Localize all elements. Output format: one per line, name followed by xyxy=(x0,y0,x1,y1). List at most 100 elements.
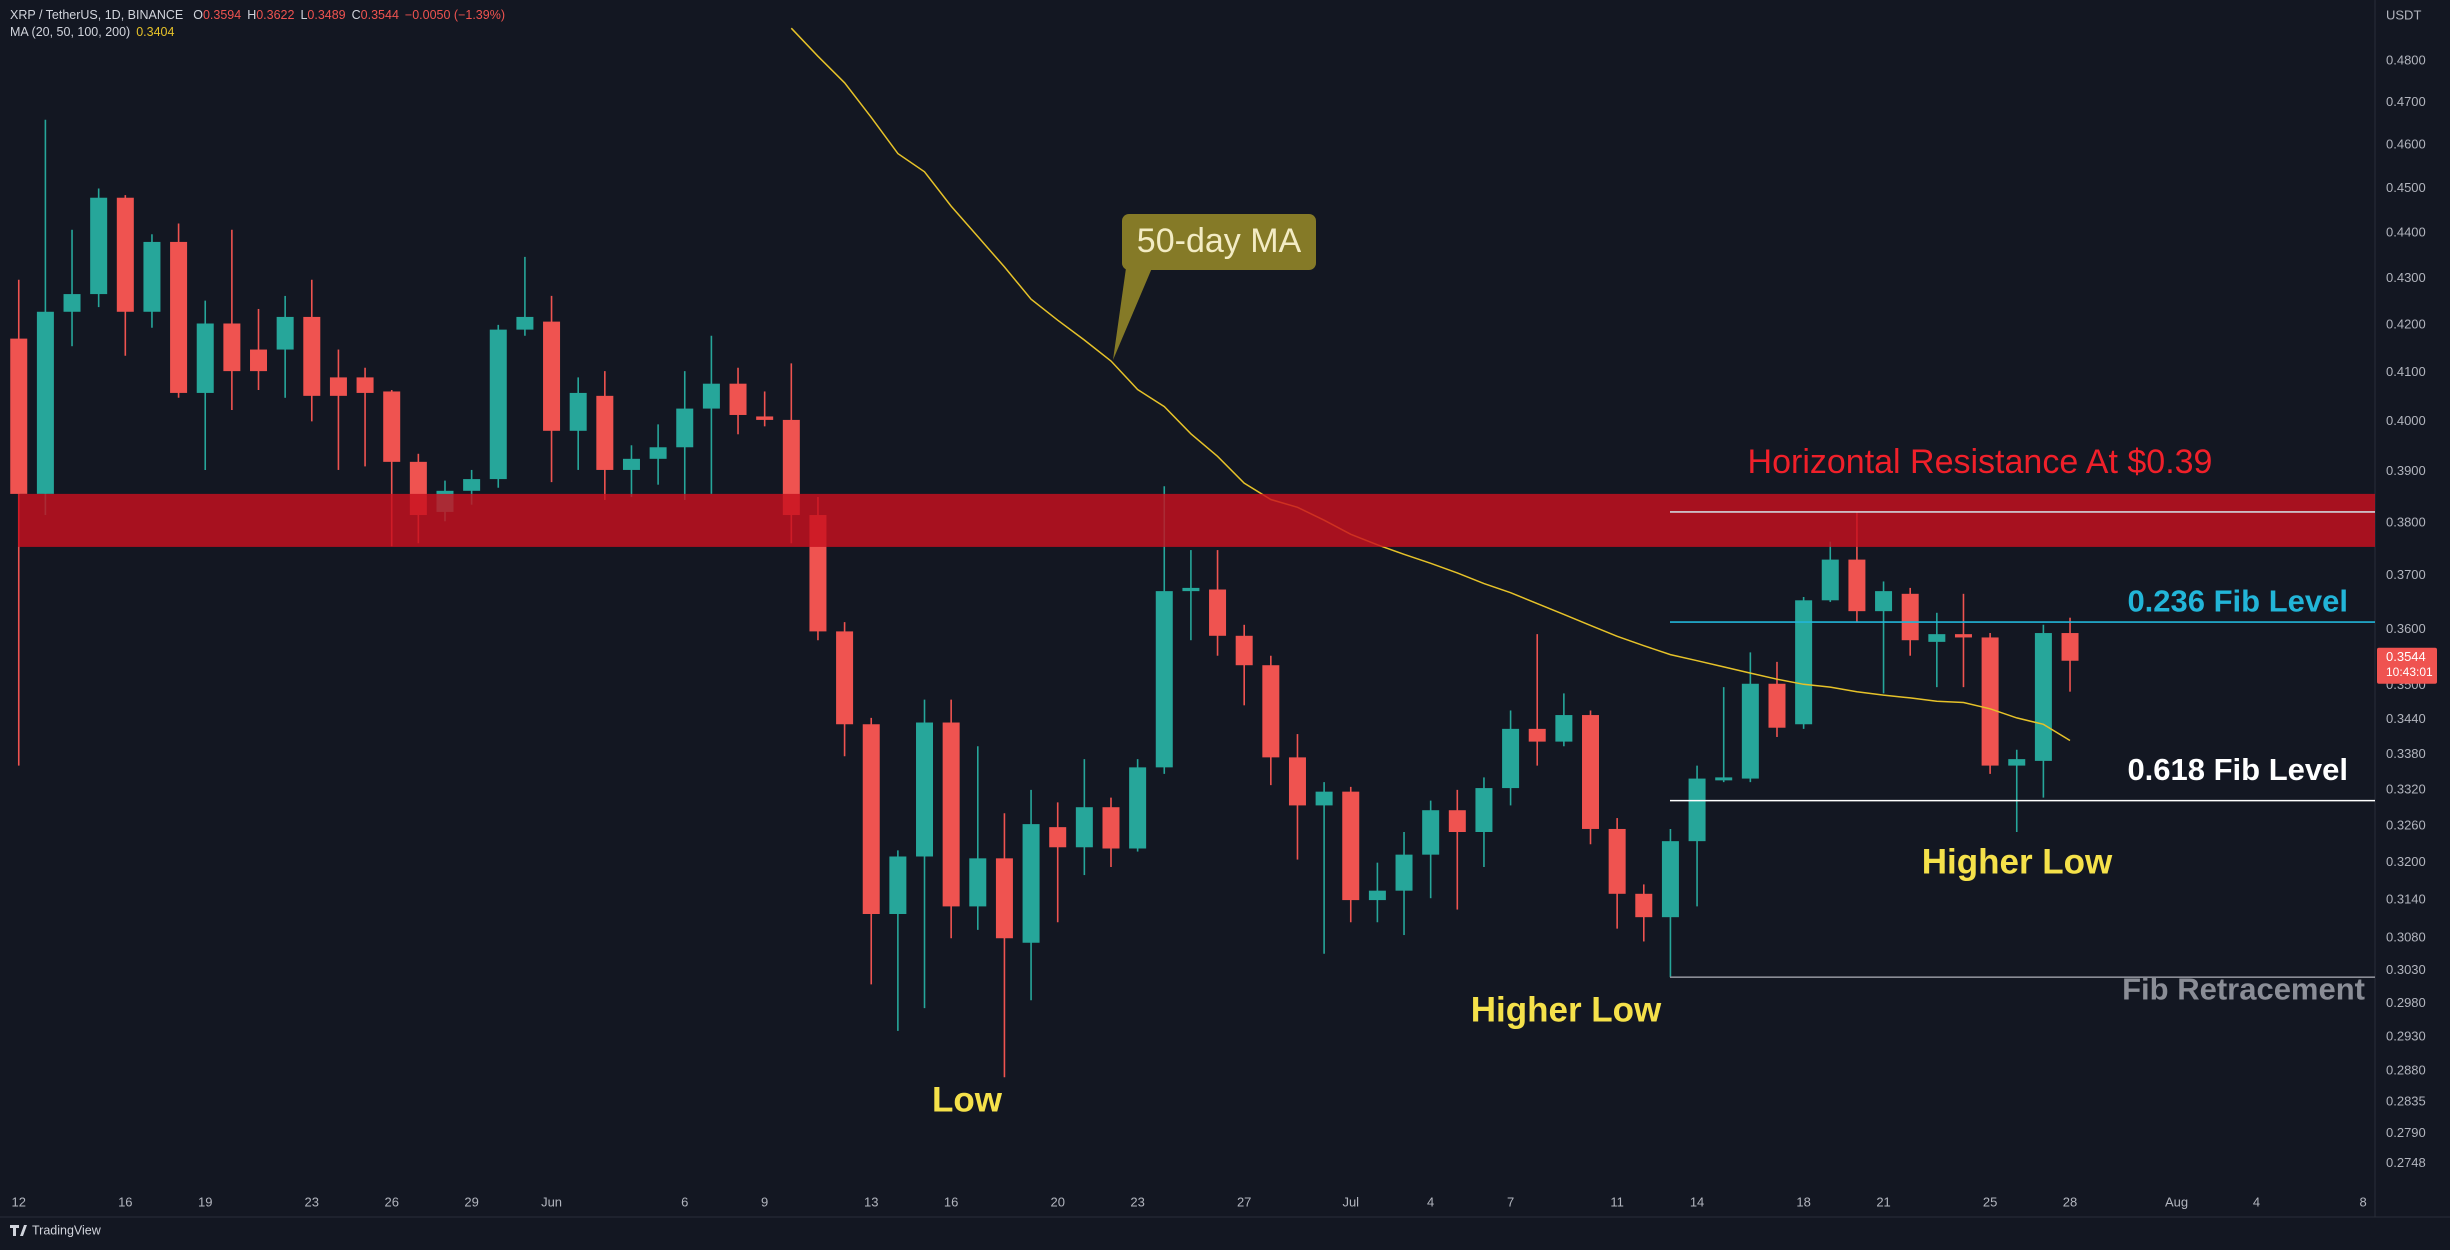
price-tag xyxy=(2377,647,2437,684)
candle-body xyxy=(10,338,28,494)
y-tick-label: 0.4700 xyxy=(2386,94,2426,109)
y-tick-label: 0.4500 xyxy=(2386,180,2426,195)
y-tick-label: 0.3700 xyxy=(2386,567,2426,582)
y-tick-label: 0.3080 xyxy=(2386,930,2426,945)
y-tick-label: 0.3800 xyxy=(2386,514,2426,529)
candle-body xyxy=(1422,810,1440,855)
candle-body xyxy=(63,294,81,312)
y-tick-label: 0.4100 xyxy=(2386,364,2426,379)
candle-body xyxy=(170,241,188,393)
x-tick-label: 26 xyxy=(384,1194,398,1209)
candle-body xyxy=(1768,683,1786,728)
candle-body xyxy=(2034,633,2052,761)
y-tick-label: 0.2748 xyxy=(2386,1155,2426,1170)
currency: USDT xyxy=(2386,7,2421,22)
candle-body xyxy=(1155,591,1173,768)
candle-body xyxy=(1635,893,1653,918)
candle-body xyxy=(1395,854,1413,891)
y-tick-label: 0.2930 xyxy=(2386,1028,2426,1043)
x-tick-label: 9 xyxy=(761,1194,768,1209)
candle-body xyxy=(36,311,54,494)
candle-body xyxy=(1502,728,1520,789)
ohlc-letter: H xyxy=(247,8,256,22)
y-tick-label: 0.3600 xyxy=(2386,621,2426,636)
y-tick-label: 0.3140 xyxy=(2386,892,2426,907)
x-tick-label: 20 xyxy=(1050,1194,1064,1209)
candle-body xyxy=(1821,559,1839,601)
ohlc-value: 0.3489 xyxy=(307,8,345,22)
y-tick-label: 0.4200 xyxy=(2386,316,2426,331)
candle-body xyxy=(196,323,214,393)
candle-body xyxy=(1342,791,1360,901)
candle-body xyxy=(1235,635,1253,666)
candle-body xyxy=(1315,791,1333,806)
candle-body xyxy=(250,349,268,372)
candle-body xyxy=(1928,634,1946,642)
y-tick-label: 0.2790 xyxy=(2386,1125,2426,1140)
x-tick-label: 4 xyxy=(2253,1194,2260,1209)
candle-body xyxy=(1049,827,1067,848)
ohlc-value: 0.3544 xyxy=(361,8,399,22)
callout-pointer xyxy=(1113,268,1152,360)
y-tick-label: 0.3200 xyxy=(2386,854,2426,869)
candle-body xyxy=(969,858,987,907)
candle-body xyxy=(223,323,241,372)
x-tick-label: 25 xyxy=(1983,1194,1997,1209)
callout-box xyxy=(1122,214,1316,270)
x-tick-label: 4 xyxy=(1427,1194,1434,1209)
x-tick-label: Jun xyxy=(541,1194,562,1209)
x-tick-label: 16 xyxy=(944,1194,958,1209)
candle-body xyxy=(596,395,614,470)
indicator-name: MA (20, 50, 100, 200) xyxy=(10,25,130,39)
candle-body xyxy=(916,722,934,857)
x-tick-label: 18 xyxy=(1796,1194,1810,1209)
candle-body xyxy=(1875,591,1893,612)
candle-body xyxy=(516,316,534,330)
callout-text: 50-day MA xyxy=(1137,222,1302,260)
candle-body xyxy=(383,391,401,462)
candle-body xyxy=(143,241,161,312)
candle-body xyxy=(676,408,694,448)
resistance-label: Horizontal Resistance At $0.39 xyxy=(1748,443,2213,481)
candle-body xyxy=(1954,634,1972,638)
x-tick-label: 11 xyxy=(1610,1194,1624,1209)
x-tick-label: Jul xyxy=(1342,1194,1359,1209)
candle-body xyxy=(729,383,747,415)
x-tick-label: 23 xyxy=(1130,1194,1144,1209)
candle-body xyxy=(1901,593,1919,641)
x-tick-label: Aug xyxy=(2165,1194,2188,1209)
candle-body xyxy=(1368,890,1386,901)
y-tick-label: 0.3440 xyxy=(2386,711,2426,726)
candle-body xyxy=(1848,559,1866,612)
candle-body xyxy=(995,858,1013,939)
candle-body xyxy=(1182,587,1200,592)
tradingview-logo: TradingView xyxy=(10,1223,102,1237)
candle-body xyxy=(1795,600,1813,725)
price-tag-value: 0.3544 xyxy=(2386,649,2426,664)
candle-body xyxy=(622,458,640,470)
candle-body xyxy=(1661,841,1679,918)
annotation: Low xyxy=(932,1080,1003,1119)
y-tick-label: 0.3380 xyxy=(2386,746,2426,761)
y-tick-label: 0.4000 xyxy=(2386,413,2426,428)
change: −0.0050 (−1.39%) xyxy=(405,8,505,22)
candle-body xyxy=(90,197,108,295)
x-tick-label: 29 xyxy=(464,1194,478,1209)
candle-body xyxy=(702,383,720,409)
y-tick-label: 0.2835 xyxy=(2386,1094,2426,1109)
y-tick-label: 0.4800 xyxy=(2386,52,2426,67)
candle-body xyxy=(836,631,854,725)
candle-body xyxy=(1288,757,1306,806)
candle-body xyxy=(782,419,800,516)
candle-body xyxy=(1022,824,1040,943)
candle-body xyxy=(543,321,561,431)
candle-body xyxy=(1981,637,1999,766)
candle-body xyxy=(1102,807,1120,849)
candle-body xyxy=(1209,589,1227,636)
annotation: Higher Low xyxy=(1922,842,2113,881)
ohlc-letter: O xyxy=(193,8,203,22)
price-tag-countdown: 10:43:01 xyxy=(2386,665,2433,679)
x-tick-label: 23 xyxy=(305,1194,319,1209)
x-tick-label: 8 xyxy=(2359,1194,2366,1209)
